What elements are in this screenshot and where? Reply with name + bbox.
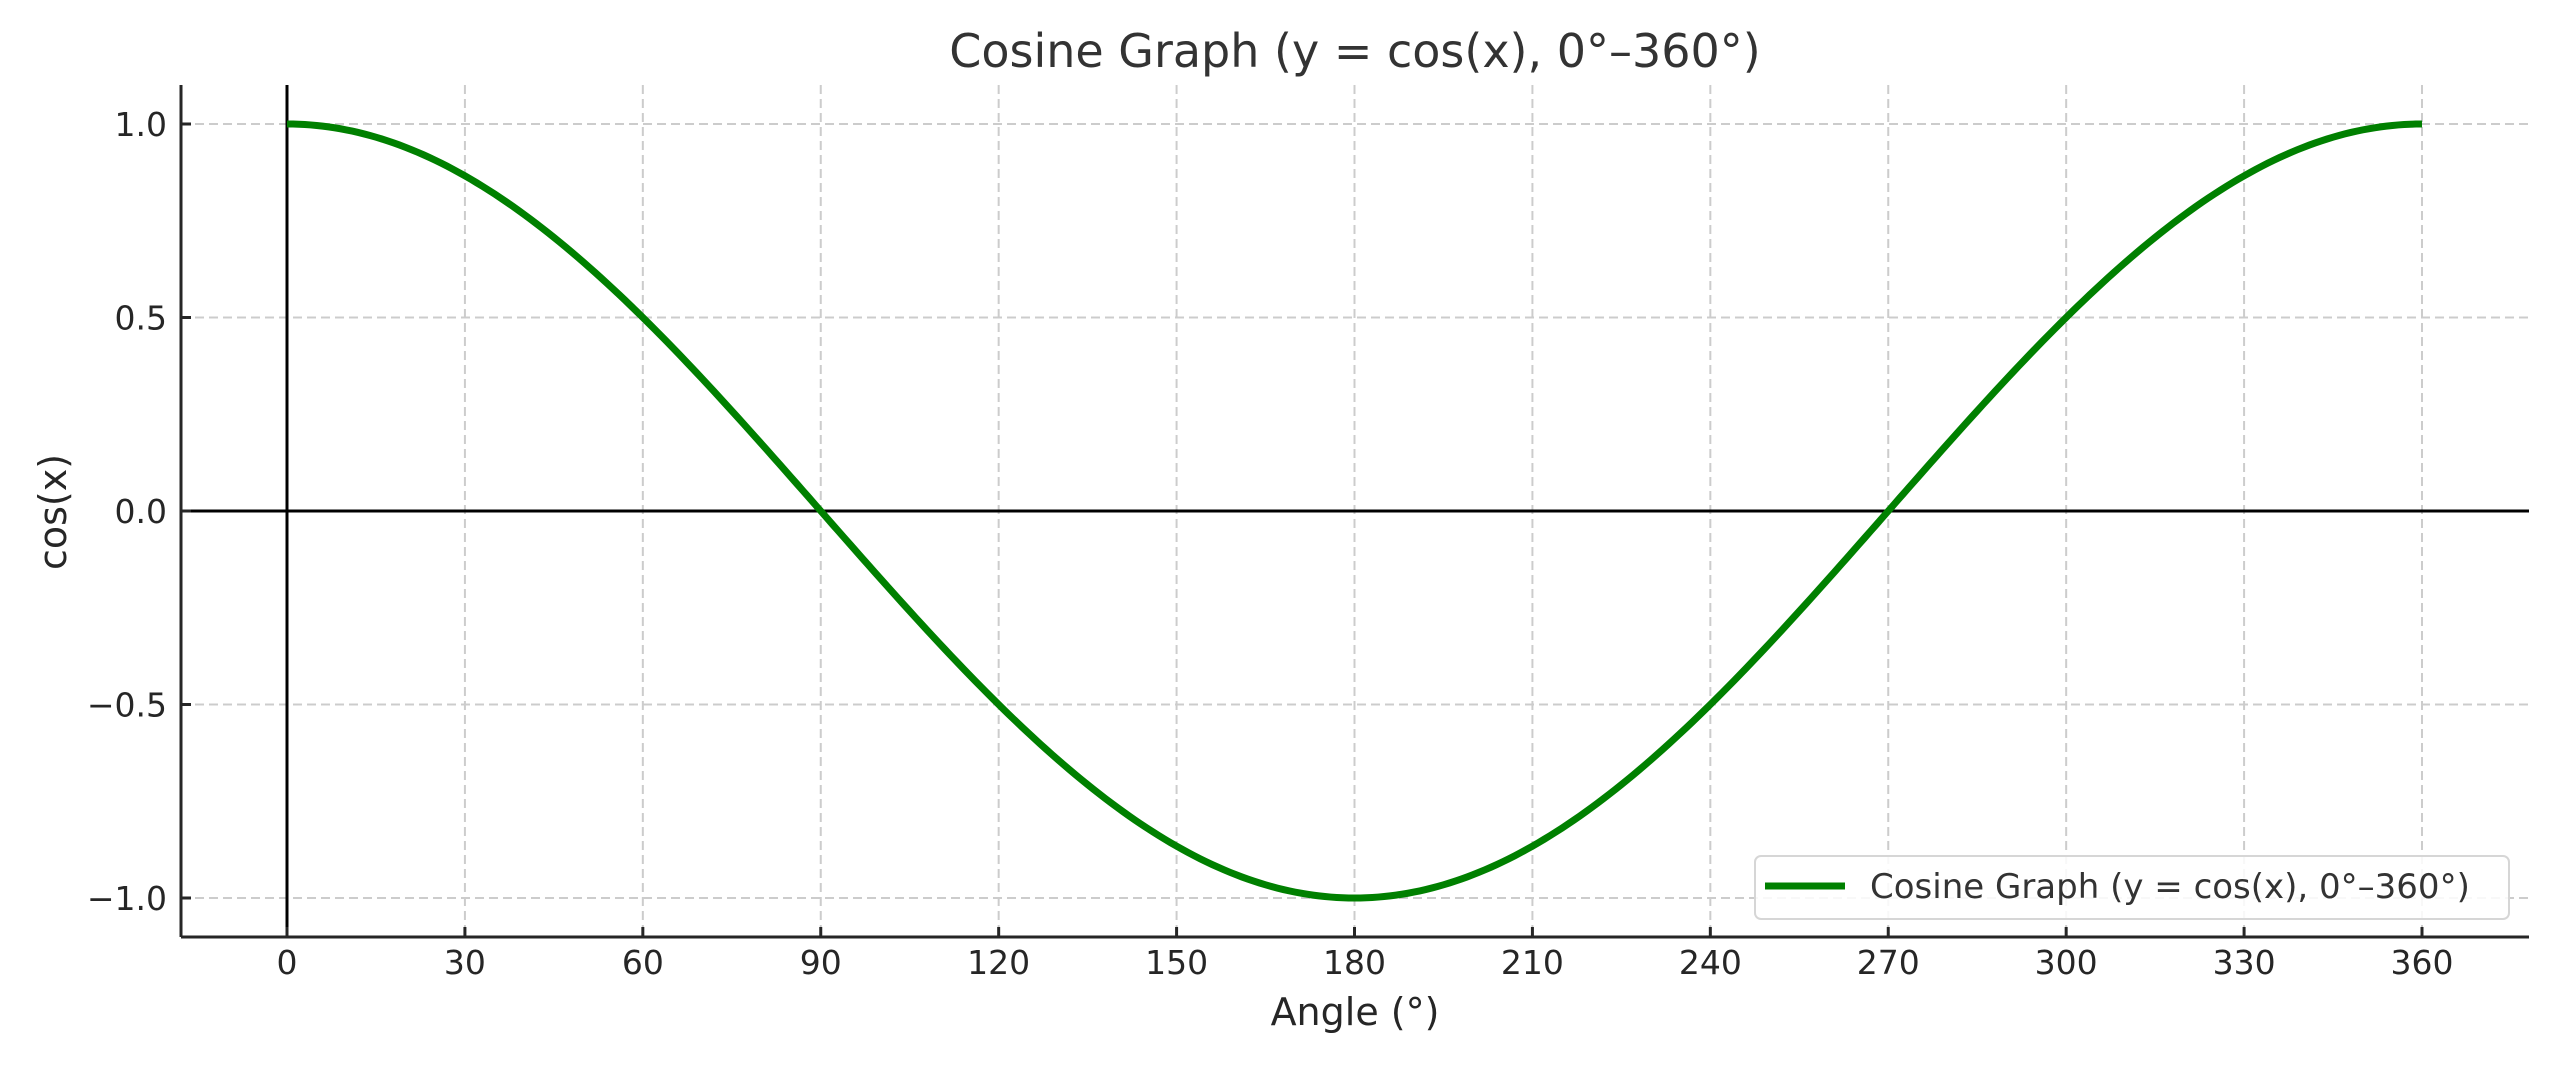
x-tick-label: 0	[277, 943, 298, 982]
x-tick-label: 270	[1857, 943, 1920, 982]
x-tick-label: 330	[2213, 943, 2276, 982]
x-tick-label: 360	[2391, 943, 2454, 982]
y-tick-label: −1.0	[87, 879, 167, 918]
y-tick-label: 1.0	[115, 105, 167, 144]
y-tick-label: −0.5	[87, 686, 167, 725]
legend-label: Cosine Graph (y = cos(x), 0°–360°)	[1870, 867, 2470, 907]
x-tick-label: 90	[800, 943, 842, 982]
y-axis-ticks: 1.0 0.5 0.0 −0.5 −1.0	[87, 105, 191, 918]
y-axis-label: cos(x)	[31, 454, 75, 570]
legend: Cosine Graph (y = cos(x), 0°–360°)	[1754, 855, 2510, 920]
x-tick-label: 60	[622, 943, 664, 982]
x-tick-label: 180	[1323, 943, 1386, 982]
legend-box	[1754, 855, 2510, 920]
cosine-curve	[286, 120, 2423, 902]
x-tick-label: 240	[1679, 943, 1742, 982]
x-tick-label: 300	[2035, 943, 2098, 982]
x-tick-label: 30	[444, 943, 486, 982]
x-tick-label: 150	[1145, 943, 1208, 982]
y-tick-label: 0.0	[115, 492, 167, 531]
x-tick-label: 120	[967, 943, 1030, 982]
x-tick-label: 210	[1501, 943, 1564, 982]
reference-lines	[181, 85, 2529, 937]
chart-title: Cosine Graph (y = cos(x), 0°–360°)	[949, 24, 1761, 78]
y-tick-label: 0.5	[115, 299, 167, 338]
x-axis-ticks: 0 30 60 90 120 150 180 210 240 270 300 330 360	[277, 927, 2454, 982]
x-axis-label: Angle (°)	[1271, 990, 1440, 1034]
